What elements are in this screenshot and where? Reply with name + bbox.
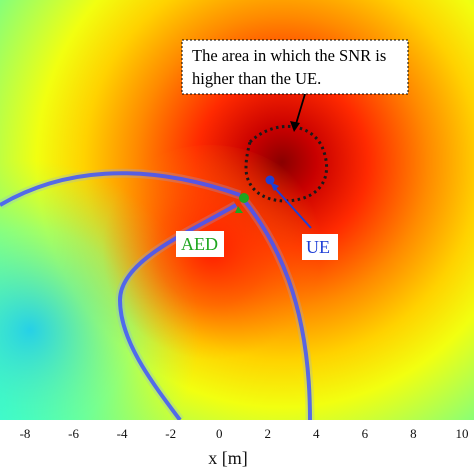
ue-point [265,175,275,185]
aed-point [239,193,249,203]
null-band-spiral-fringe [115,201,239,420]
x-tick-label: 10 [456,426,469,441]
null-band-left-fringe [0,168,242,209]
x-tick-label: 6 [362,426,369,441]
aed-arrow-head [235,206,243,213]
annotation-line-1: The area in which the SNR is [192,46,386,65]
null-band-left [0,171,241,207]
null-band-down-fringe [240,197,315,420]
x-tick-label: -4 [117,426,128,441]
x-tick-label: 8 [410,426,417,441]
ue-arrow [272,185,312,229]
annotation-box [181,39,409,95]
x-tick-label: 2 [265,426,272,441]
callout-arrow-head [290,121,300,132]
ue-arrow-head [270,182,279,191]
svg-text:UE: UE [306,237,330,257]
x-tick-label: -2 [165,426,176,441]
annotation-line-2: higher than the UE. [192,69,321,88]
x-tick-label: 4 [313,426,320,441]
x-tick-label: 0 [216,426,223,441]
null-band-spiral [117,203,238,420]
ue-label: UE [302,234,338,260]
x-tick-label: -6 [68,426,79,441]
x-tick-label: -8 [20,426,31,441]
x-axis-label: x [m] [208,448,248,468]
x-axis: -8 -6 -4 -2 0 2 4 6 8 10 [20,426,469,441]
svg-text:AED: AED [181,234,218,254]
callout-arrow [295,93,306,125]
high-snr-contour [244,124,329,203]
annotation-callout: The area in which the SNR is higher than… [181,39,409,95]
aed-label: AED [176,231,224,257]
null-band-down [242,198,312,420]
